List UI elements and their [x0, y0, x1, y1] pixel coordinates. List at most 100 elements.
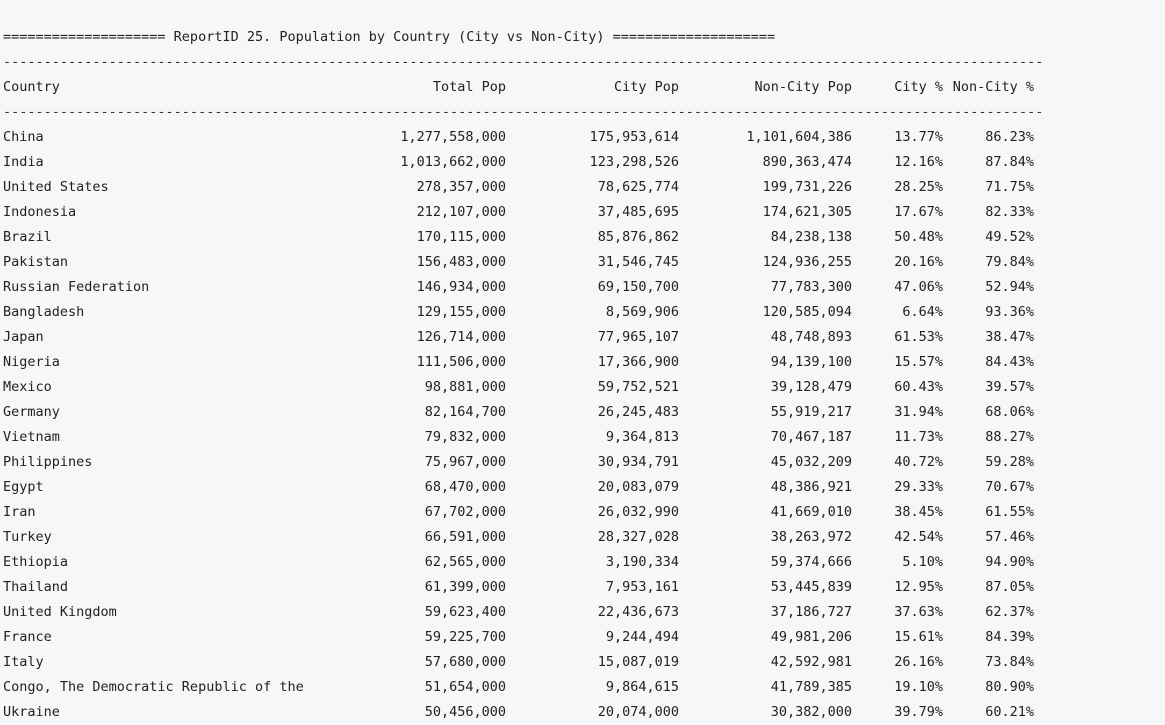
- cell-non-city-pop: 41,669,010: [770, 504, 852, 520]
- cell-country: Ukraine: [3, 704, 60, 720]
- cell-country: Mexico: [3, 379, 52, 395]
- cell-total-pop: 67,702,000: [424, 504, 506, 520]
- table-row: Indonesia 212,107,000 37,485,695 174,621,30…: [3, 200, 1163, 225]
- cell-non-city-percent: 68.06%: [985, 404, 1034, 420]
- cell-country: Russian Federation: [3, 279, 150, 295]
- cell-total-pop: 59,225,700: [424, 629, 506, 645]
- cell-city-percent: 39.79%: [894, 704, 943, 720]
- cell-non-city-percent: 39.57%: [985, 379, 1034, 395]
- cell-non-city-percent: 82.33%: [985, 204, 1034, 220]
- cell-country: China: [3, 129, 44, 145]
- cell-city-percent: 26.16%: [894, 654, 943, 670]
- cell-non-city-pop: 890,363,474: [762, 154, 852, 170]
- cell-non-city-percent: 87.84%: [985, 154, 1034, 170]
- cell-country: Bangladesh: [3, 304, 85, 320]
- cell-non-city-percent: 38.47%: [985, 329, 1034, 345]
- cell-city-percent: 12.95%: [894, 579, 943, 595]
- cell-city-pop: 30,934,791: [597, 454, 679, 470]
- table-row: Italy 57,680,000 15,087,019 42,592,981 26.16…: [3, 650, 1163, 675]
- cell-non-city-percent: 86.23%: [985, 129, 1034, 145]
- cell-country: Ethiopia: [3, 554, 69, 570]
- cell-total-pop: 57,680,000: [424, 654, 506, 670]
- cell-city-pop: 59,752,521: [597, 379, 679, 395]
- cell-city-pop: 123,298,526: [589, 154, 679, 170]
- cell-non-city-pop: 48,386,921: [770, 479, 852, 495]
- cell-country: United States: [3, 179, 109, 195]
- cell-city-pop: 20,083,079: [597, 479, 679, 495]
- cell-city-percent: 12.16%: [894, 154, 943, 170]
- cell-non-city-percent: 80.90%: [985, 679, 1034, 695]
- cell-city-percent: 13.77%: [894, 129, 943, 145]
- cell-non-city-pop: 37,186,727: [770, 604, 852, 620]
- cell-city-pop: 28,327,028: [597, 529, 679, 545]
- header-total-pop: Total Pop: [432, 79, 506, 95]
- cell-total-pop: 66,591,000: [424, 529, 506, 545]
- cell-non-city-percent: 70.67%: [985, 479, 1034, 495]
- cell-country: Pakistan: [3, 254, 69, 270]
- cell-country: Italy: [3, 654, 44, 670]
- cell-city-percent: 20.16%: [894, 254, 943, 270]
- cell-non-city-pop: 41,789,385: [770, 679, 852, 695]
- table-row: Iran 67,702,000 26,032,990 41,669,010 38.45%…: [3, 500, 1163, 525]
- cell-non-city-percent: 84.43%: [985, 354, 1034, 370]
- cell-city-pop: 37,485,695: [597, 204, 679, 220]
- cell-country: India: [3, 154, 44, 170]
- cell-non-city-pop: 70,467,187: [770, 429, 852, 445]
- cell-country: Vietnam: [3, 429, 60, 445]
- cell-total-pop: 126,714,000: [416, 329, 506, 345]
- cell-non-city-pop: 38,263,972: [770, 529, 852, 545]
- cell-non-city-pop: 55,919,217: [770, 404, 852, 420]
- cell-country: France: [3, 629, 52, 645]
- table-row: Egypt 68,470,000 20,083,079 48,386,921 29.33…: [3, 475, 1163, 500]
- table-row: Bangladesh 129,155,000 8,569,906 120,585,09…: [3, 300, 1163, 325]
- cell-country: Congo, The Democratic Republic of the: [3, 679, 304, 695]
- cell-city-pop: 9,864,615: [605, 679, 679, 695]
- cell-total-pop: 1,013,662,000: [400, 154, 506, 170]
- cell-country: United Kingdom: [3, 604, 117, 620]
- table-row: Ethiopia 62,565,000 3,190,334 59,374,666 5.1…: [3, 550, 1163, 575]
- cell-city-percent: 31.94%: [894, 404, 943, 420]
- cell-city-percent: 37.63%: [894, 604, 943, 620]
- cell-city-pop: 20,074,000: [597, 704, 679, 720]
- cell-city-percent: 15.57%: [894, 354, 943, 370]
- cell-non-city-percent: 84.39%: [985, 629, 1034, 645]
- header-non-city-pop: Non-City Pop: [754, 79, 852, 95]
- cell-total-pop: 68,470,000: [424, 479, 506, 495]
- cell-country: Indonesia: [3, 204, 77, 220]
- table-row: Nigeria 111,506,000 17,366,900 94,139,100 15…: [3, 350, 1163, 375]
- cell-non-city-percent: 59.28%: [985, 454, 1034, 470]
- cell-city-percent: 42.54%: [894, 529, 943, 545]
- cell-city-pop: 8,569,906: [605, 304, 679, 320]
- cell-city-percent: 17.67%: [894, 204, 943, 220]
- cell-non-city-pop: 48,748,893: [770, 329, 852, 345]
- cell-city-percent: 11.73%: [894, 429, 943, 445]
- cell-non-city-percent: 61.55%: [985, 504, 1034, 520]
- table-row: United Kingdom 59,623,400 22,436,673 37,186…: [3, 600, 1163, 625]
- cell-total-pop: 50,456,000: [424, 704, 506, 720]
- cell-city-pop: 26,032,990: [597, 504, 679, 520]
- cell-city-pop: 85,876,862: [597, 229, 679, 245]
- cell-country: Thailand: [3, 579, 69, 595]
- cell-total-pop: 212,107,000: [416, 204, 506, 220]
- cell-total-pop: 59,623,400: [424, 604, 506, 620]
- cell-non-city-pop: 1,101,604,386: [746, 129, 852, 145]
- cell-total-pop: 278,357,000: [416, 179, 506, 195]
- table-row: Russian Federation 146,934,000 69,150,700 7…: [3, 275, 1163, 300]
- cell-total-pop: 98,881,000: [424, 379, 506, 395]
- cell-city-percent: 40.72%: [894, 454, 943, 470]
- cell-total-pop: 170,115,000: [416, 229, 506, 245]
- cell-total-pop: 75,967,000: [424, 454, 506, 470]
- cell-city-percent: 28.25%: [894, 179, 943, 195]
- table-row: China 1,277,558,000 175,953,614 1,101,604,3…: [3, 125, 1163, 150]
- cell-non-city-percent: 94.90%: [985, 554, 1034, 570]
- cell-city-pop: 175,953,614: [589, 129, 679, 145]
- cell-non-city-percent: 57.46%: [985, 529, 1034, 545]
- cell-city-pop: 78,625,774: [597, 179, 679, 195]
- cell-non-city-percent: 60.21%: [985, 704, 1034, 720]
- cell-non-city-pop: 199,731,226: [762, 179, 852, 195]
- table-row: India 1,013,662,000 123,298,526 890,363,474…: [3, 150, 1163, 175]
- cell-city-pop: 17,366,900: [597, 354, 679, 370]
- cell-city-percent: 19.10%: [894, 679, 943, 695]
- cell-total-pop: 79,832,000: [424, 429, 506, 445]
- cell-non-city-percent: 52.94%: [985, 279, 1034, 295]
